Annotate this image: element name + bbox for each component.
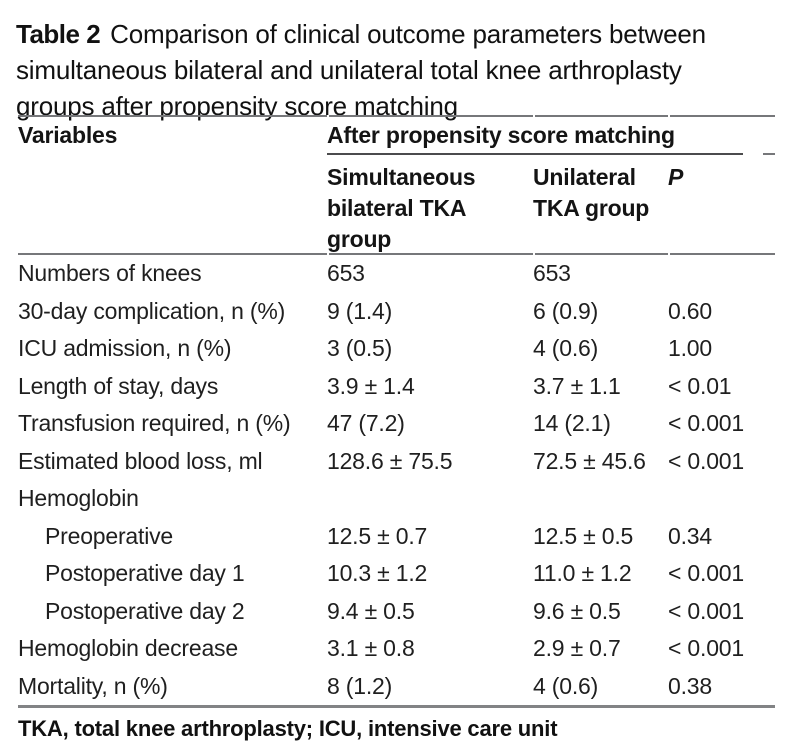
column-header-unilateral: Unilateral TKA group bbox=[533, 164, 650, 221]
rule-notch bbox=[668, 115, 670, 117]
unilateral-value: 72.5 ± 45.6 bbox=[533, 447, 646, 474]
table-bottom-rule bbox=[18, 705, 775, 708]
bilateral-value: 3.1 ± 0.8 bbox=[327, 635, 415, 662]
table-body: Numbers of knees 653 653 30-day complica… bbox=[18, 255, 775, 705]
p-value: 0.60 bbox=[668, 297, 712, 324]
table-caption-text: Comparison of clinical outcome parameter… bbox=[16, 19, 706, 121]
table-row: Hemoglobin decrease 3.1 ± 0.8 2.9 ± 0.7 … bbox=[18, 630, 775, 668]
header-row-spanner: Variables After propensity score matchin… bbox=[18, 117, 775, 153]
unilateral-value: 653 bbox=[533, 260, 571, 287]
spanner-rule-row bbox=[18, 153, 775, 155]
table-row: Numbers of knees 653 653 bbox=[18, 255, 775, 293]
table-row: Transfusion required, n (%) 47 (7.2) 14 … bbox=[18, 405, 775, 443]
table-row: ICU admission, n (%) 3 (0.5) 4 (0.6) 1.0… bbox=[18, 330, 775, 368]
row-label: Postoperative day 2 bbox=[45, 597, 245, 624]
table-top-rule bbox=[18, 115, 775, 117]
header-bottom-rule bbox=[18, 253, 775, 255]
spanner-underline bbox=[327, 153, 743, 155]
table-row: Length of stay, days 3.9 ± 1.4 3.7 ± 1.1… bbox=[18, 368, 775, 406]
unilateral-value: 2.9 ± 0.7 bbox=[533, 635, 621, 662]
unilateral-value: 4 (0.6) bbox=[533, 672, 599, 699]
rule-notch bbox=[533, 253, 535, 255]
rule-notch bbox=[668, 253, 670, 255]
row-label: Hemoglobin decrease bbox=[18, 635, 238, 662]
unilateral-value: 9.6 ± 0.5 bbox=[533, 597, 621, 624]
bilateral-value: 12.5 ± 0.7 bbox=[327, 522, 428, 549]
column-header-variables: Variables bbox=[18, 121, 118, 148]
unilateral-value: 3.7 ± 1.1 bbox=[533, 372, 621, 399]
table-caption: Table 2 Comparison of clinical outcome pa… bbox=[16, 16, 764, 124]
row-label: Transfusion required, n (%) bbox=[18, 410, 291, 437]
bilateral-value: 653 bbox=[327, 260, 365, 287]
p-value: < 0.001 bbox=[668, 560, 744, 587]
unilateral-value: 11.0 ± 1.2 bbox=[533, 560, 632, 587]
table-number: Table 2 bbox=[16, 19, 101, 49]
bilateral-value: 9 (1.4) bbox=[327, 297, 393, 324]
unilateral-value: 6 (0.9) bbox=[533, 297, 599, 324]
table-section-row: Hemoglobin bbox=[18, 480, 775, 518]
p-value: < 0.001 bbox=[668, 447, 744, 474]
rule-notch bbox=[327, 253, 329, 255]
p-value: < 0.001 bbox=[668, 635, 744, 662]
p-value: 0.38 bbox=[668, 672, 712, 699]
table-row: Mortality, n (%) 8 (1.2) 4 (0.6) 0.38 bbox=[18, 668, 775, 706]
table-row: 30-day complication, n (%) 9 (1.4) 6 (0.… bbox=[18, 293, 775, 331]
spanner-underline-fragment bbox=[763, 153, 775, 155]
row-label: Postoperative day 1 bbox=[45, 560, 245, 587]
row-label: Length of stay, days bbox=[18, 372, 219, 399]
rule-notch bbox=[327, 115, 329, 117]
table-row: Postoperative day 2 9.4 ± 0.5 9.6 ± 0.5 … bbox=[18, 593, 775, 631]
bilateral-value: 8 (1.2) bbox=[327, 672, 393, 699]
table-row: Postoperative day 1 10.3 ± 1.2 11.0 ± 1.… bbox=[18, 555, 775, 593]
bilateral-value: 3.9 ± 1.4 bbox=[327, 372, 415, 399]
table-row: Estimated blood loss, ml 128.6 ± 75.5 72… bbox=[18, 443, 775, 481]
bilateral-value: 128.6 ± 75.5 bbox=[327, 447, 453, 474]
row-label: ICU admission, n (%) bbox=[18, 335, 232, 362]
table-footnote: TKA, total knee arthroplasty; ICU, inten… bbox=[18, 716, 558, 741]
unilateral-value: 14 (2.1) bbox=[533, 410, 611, 437]
unilateral-value: 4 (0.6) bbox=[533, 335, 599, 362]
section-label: Hemoglobin bbox=[18, 485, 139, 512]
p-value: < 0.01 bbox=[668, 372, 732, 399]
row-label: Mortality, n (%) bbox=[18, 672, 168, 699]
bilateral-value: 47 (7.2) bbox=[327, 410, 405, 437]
p-value: 1.00 bbox=[668, 335, 712, 362]
column-header-bilateral: Simultaneous bilateral TKA group bbox=[327, 164, 476, 252]
table-row: Preoperative 12.5 ± 0.7 12.5 ± 0.5 0.34 bbox=[18, 518, 775, 556]
unilateral-value: 12.5 ± 0.5 bbox=[533, 522, 634, 549]
row-label: Estimated blood loss, ml bbox=[18, 447, 263, 474]
p-value: < 0.001 bbox=[668, 597, 744, 624]
header-spacer bbox=[18, 162, 327, 253]
bilateral-value: 9.4 ± 0.5 bbox=[327, 597, 415, 624]
row-label: Preoperative bbox=[45, 522, 174, 549]
rule-notch bbox=[533, 115, 535, 117]
outcomes-table: Variables After propensity score matchin… bbox=[18, 115, 775, 708]
column-header-p-value: P bbox=[668, 164, 684, 190]
row-label: Numbers of knees bbox=[18, 260, 202, 287]
bilateral-value: 3 (0.5) bbox=[327, 335, 393, 362]
bilateral-value: 10.3 ± 1.2 bbox=[327, 560, 428, 587]
p-value: < 0.001 bbox=[668, 410, 744, 437]
header-row-columns: Simultaneous bilateral TKA group Unilate… bbox=[18, 155, 775, 253]
spanner-header: After propensity score matching bbox=[327, 121, 675, 148]
p-value: 0.34 bbox=[668, 522, 712, 549]
row-label: 30-day complication, n (%) bbox=[18, 297, 286, 324]
